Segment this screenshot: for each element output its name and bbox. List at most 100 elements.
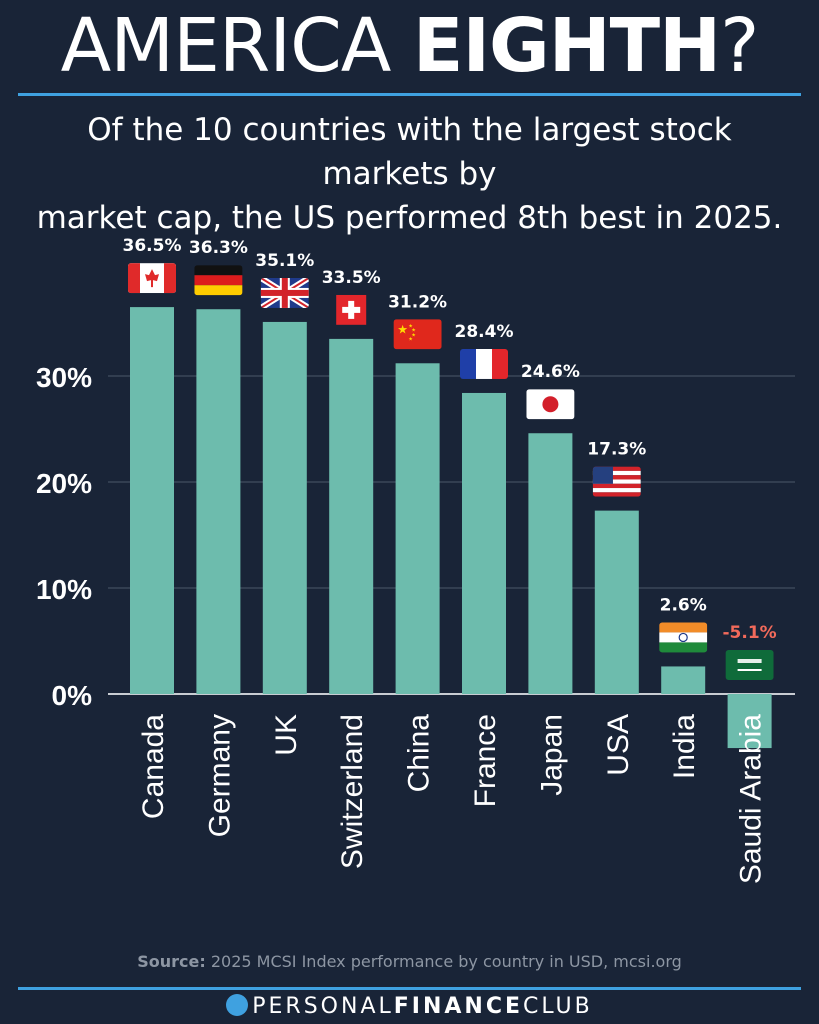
value-label: 35.1% <box>255 251 314 271</box>
flag-band <box>659 632 708 643</box>
value-label: 17.3% <box>587 440 646 460</box>
flag-body <box>336 294 367 325</box>
category-label: Canada <box>137 714 170 819</box>
france-flag-icon <box>460 348 508 379</box>
value-label: 24.6% <box>521 362 580 382</box>
subtitle-line-1: Of the 10 countries with the largest sto… <box>87 112 732 192</box>
category-label: Germany <box>203 714 236 837</box>
source-note: Source: 2025 MCSI Index performance by c… <box>0 952 819 971</box>
bar <box>594 510 639 694</box>
flag-cross <box>281 277 288 308</box>
flag-body: ★ ★★★★ <box>393 319 442 350</box>
bar-chart: 0% 10% 20% 30% 36.5% Canada 36.3% Germany 35.1% U… <box>36 236 795 884</box>
y-tick-label: 0% <box>52 680 93 711</box>
flag-band <box>659 642 708 653</box>
brand-part-3: CLUB <box>523 994 593 1019</box>
bar <box>329 338 374 694</box>
bar <box>528 433 573 694</box>
flag-band <box>460 348 476 379</box>
flag-canton <box>592 466 613 484</box>
y-tick-label: 20% <box>36 468 92 499</box>
value-label: 36.3% <box>189 238 248 258</box>
footer-divider <box>18 987 801 990</box>
brand-part-1: PERSONAL <box>252 994 394 1019</box>
category-label: Switzerland <box>336 714 369 869</box>
page-title: AMERICA EIGHTH? <box>0 2 819 90</box>
flag-cross <box>342 306 361 313</box>
category-label: Saudi Arabia <box>735 714 768 884</box>
japan-flag-icon <box>526 389 575 420</box>
brand-part-2: FINANCE <box>393 994 524 1019</box>
flag-stripe <box>592 483 641 489</box>
flag-band <box>492 348 508 379</box>
flag-stripe <box>592 488 641 493</box>
flag-stripe <box>592 479 641 484</box>
flag-band <box>659 622 708 633</box>
flag-body <box>260 277 309 308</box>
bar <box>727 694 772 749</box>
category-label: USA <box>602 714 635 776</box>
flag-script <box>737 659 762 663</box>
source-text: 2025 MCSI Index performance by country i… <box>205 952 682 971</box>
category-label: India <box>668 714 701 779</box>
flag-stripe <box>592 475 641 480</box>
flag-body <box>128 263 176 294</box>
subtitle: Of the 10 countries with the largest sto… <box>20 108 799 240</box>
flag-stripe <box>592 492 641 497</box>
value-label: 33.5% <box>322 268 381 288</box>
y-tick-label: 10% <box>36 574 92 605</box>
flag-small-star: ★ <box>411 332 416 338</box>
flag-body <box>592 466 641 497</box>
y-tick-label: 30% <box>36 362 92 393</box>
flag-field <box>725 650 774 680</box>
flag-wheel <box>678 632 688 643</box>
title-light: AMERICA <box>60 3 413 89</box>
flag-band <box>194 285 243 296</box>
category-label: Japan <box>535 714 568 796</box>
flag-body <box>526 389 575 420</box>
flag-band <box>194 265 243 276</box>
flag-star: ★ <box>397 322 408 336</box>
uk-flag-icon <box>260 277 309 308</box>
flag-small-star: ★ <box>411 327 416 333</box>
value-label: 31.2% <box>388 292 447 312</box>
maple-leaf <box>145 269 159 288</box>
flag-body <box>460 348 508 379</box>
bar <box>196 309 241 694</box>
bar <box>262 321 307 694</box>
flag-body <box>659 622 708 653</box>
value-label: 2.6% <box>660 595 707 615</box>
flag-sword <box>737 669 762 671</box>
germany-flag-icon <box>194 265 243 296</box>
flag-stripe <box>592 470 641 476</box>
flag-band <box>128 263 140 294</box>
value-label: -5.1% <box>722 623 776 643</box>
brand-icon <box>226 994 249 1016</box>
flag-sun <box>542 396 559 413</box>
subtitle-line-2: market cap, the US performed 8th best in… <box>36 200 783 236</box>
title-bold: EIGHTH <box>412 3 721 89</box>
title-question-mark: ? <box>720 3 759 89</box>
category-label: China <box>403 714 436 793</box>
bar <box>395 363 440 694</box>
flag-stripe <box>592 466 641 471</box>
title-divider <box>18 93 801 96</box>
category-label: UK <box>270 714 303 756</box>
flag-band <box>194 275 243 286</box>
bar <box>661 666 706 694</box>
india-flag-icon <box>659 622 708 653</box>
flag-field <box>393 319 442 350</box>
usa-flag-icon <box>592 466 641 497</box>
saudi-arabia-flag-icon <box>725 650 774 680</box>
switzerland-flag-icon <box>336 294 367 325</box>
brand-logo: PERSONALFINANCECLUB <box>0 994 819 1019</box>
flag-band <box>476 348 492 379</box>
source-label: Source: <box>137 952 206 971</box>
bar <box>130 307 174 694</box>
value-label: 28.4% <box>455 322 514 342</box>
china-flag-icon: ★ ★★★★ <box>393 319 442 350</box>
value-label: 36.5% <box>123 236 182 256</box>
bar <box>462 392 506 694</box>
flag-small-star: ★ <box>408 323 413 329</box>
category-label: France <box>469 714 502 807</box>
